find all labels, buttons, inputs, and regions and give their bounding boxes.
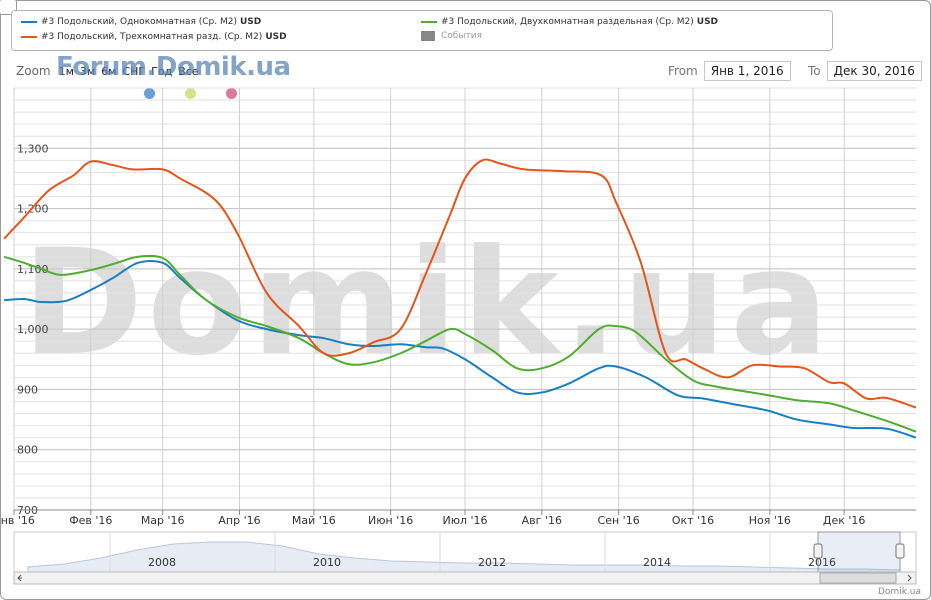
x-tick-label: Ноя '16 — [749, 514, 791, 527]
legend-unit: USD — [696, 17, 719, 27]
navigator-year-label: 2016 — [808, 556, 836, 569]
event-marker[interactable] — [185, 88, 196, 99]
zoom-label: Zoom — [16, 64, 51, 78]
legend-item-three-room[interactable]: #3 Подольский, Трехкомнатная разд. (Ср. … — [21, 32, 287, 42]
x-tick-label: Окт '16 — [672, 514, 714, 527]
legend-item-two-room[interactable]: #3 Подольский, Двухкомнатная раздельная … — [421, 17, 718, 27]
range-from: From Янв 1, 2016 — [668, 61, 791, 81]
y-tick-label: 1,300 — [17, 142, 49, 155]
legend: #3 Подольский, Однокомнатная (Ср. М2) US… — [11, 10, 833, 51]
scroll-right-arrow-icon[interactable] — [907, 574, 912, 582]
legend-label: #3 Подольский, Однокомнатная (Ср. М2) — [41, 17, 237, 27]
legend-line-icon — [21, 36, 37, 38]
scrollbar-track[interactable] — [13, 571, 917, 585]
y-tick-label: 800 — [17, 444, 38, 457]
navigator-year-label: 2014 — [643, 556, 671, 569]
x-tick-label: Дек '16 — [823, 514, 866, 527]
legend-label: События — [441, 31, 482, 41]
scrollbar-thumb[interactable] — [819, 572, 897, 584]
navigator-selection[interactable] — [817, 531, 901, 573]
zoom-3m-button[interactable]: 3м — [79, 64, 96, 78]
range-to: To Дек 30, 2016 — [808, 61, 922, 81]
credit-label: Domik.ua — [878, 587, 921, 597]
x-tick-label: Апр '16 — [218, 514, 260, 527]
to-date-input[interactable]: Дек 30, 2016 — [826, 61, 922, 81]
series-line-1[interactable] — [3, 254, 916, 433]
event-marker[interactable] — [226, 88, 237, 99]
event-marker[interactable] — [144, 88, 155, 99]
zoom-ytd-button[interactable]: СНГ — [122, 64, 146, 78]
x-tick-label: Мар '16 — [141, 514, 185, 527]
legend-line-icon — [21, 21, 37, 23]
legend-label: #3 Подольский, Двухкомнатная раздельная … — [441, 17, 694, 27]
y-tick-label: 1,200 — [17, 203, 49, 216]
x-tick-label: Фев '16 — [69, 514, 112, 527]
series-line-0[interactable] — [4, 259, 916, 439]
forum-watermark: Forum.Domik.ua — [56, 52, 291, 82]
navigator-year-label: 2010 — [313, 556, 341, 569]
events-square-icon — [421, 31, 435, 41]
x-tick-label: Сен '16 — [598, 514, 640, 527]
x-tick-label: Авг '16 — [522, 514, 562, 527]
x-tick-label: Янв '16 — [0, 514, 35, 527]
x-tick-label: Июл '16 — [442, 514, 487, 527]
zoom-6m-button[interactable]: 6м — [101, 64, 117, 78]
navigator-year-label: 2008 — [148, 556, 176, 569]
from-label: From — [668, 64, 698, 78]
zoom-selector: Zoom 1м 3м 6м СНГ Год Все — [16, 64, 202, 78]
navigator-year-label: 2012 — [478, 556, 506, 569]
y-tick-label: 900 — [17, 383, 38, 396]
legend-line-icon — [421, 21, 437, 23]
legend-unit: USD — [239, 17, 262, 27]
series-line-2[interactable] — [3, 158, 916, 409]
navigator-right-handle[interactable] — [895, 543, 905, 559]
navigator-left-handle[interactable] — [813, 543, 823, 559]
from-date-input[interactable]: Янв 1, 2016 — [703, 61, 791, 81]
legend-item-events[interactable]: События — [421, 31, 482, 41]
legend-item-one-room[interactable]: #3 Подольский, Однокомнатная (Ср. М2) US… — [21, 17, 261, 27]
y-tick-label: 1,000 — [17, 323, 49, 336]
scroll-left-arrow-icon[interactable] — [17, 574, 22, 582]
x-tick-label: Май '16 — [292, 514, 336, 527]
x-tick-label: Июн '16 — [368, 514, 413, 527]
zoom-1m-button[interactable]: 1м — [58, 64, 74, 78]
navigator-area — [27, 541, 901, 573]
legend-label: #3 Подольский, Трехкомнатная разд. (Ср. … — [41, 32, 263, 42]
legend-unit: USD — [265, 32, 287, 42]
to-label: To — [808, 64, 821, 78]
y-tick-label: 1,100 — [17, 263, 49, 276]
zoom-all-button[interactable]: Все — [178, 64, 199, 78]
zoom-year-button[interactable]: Год — [151, 64, 173, 78]
